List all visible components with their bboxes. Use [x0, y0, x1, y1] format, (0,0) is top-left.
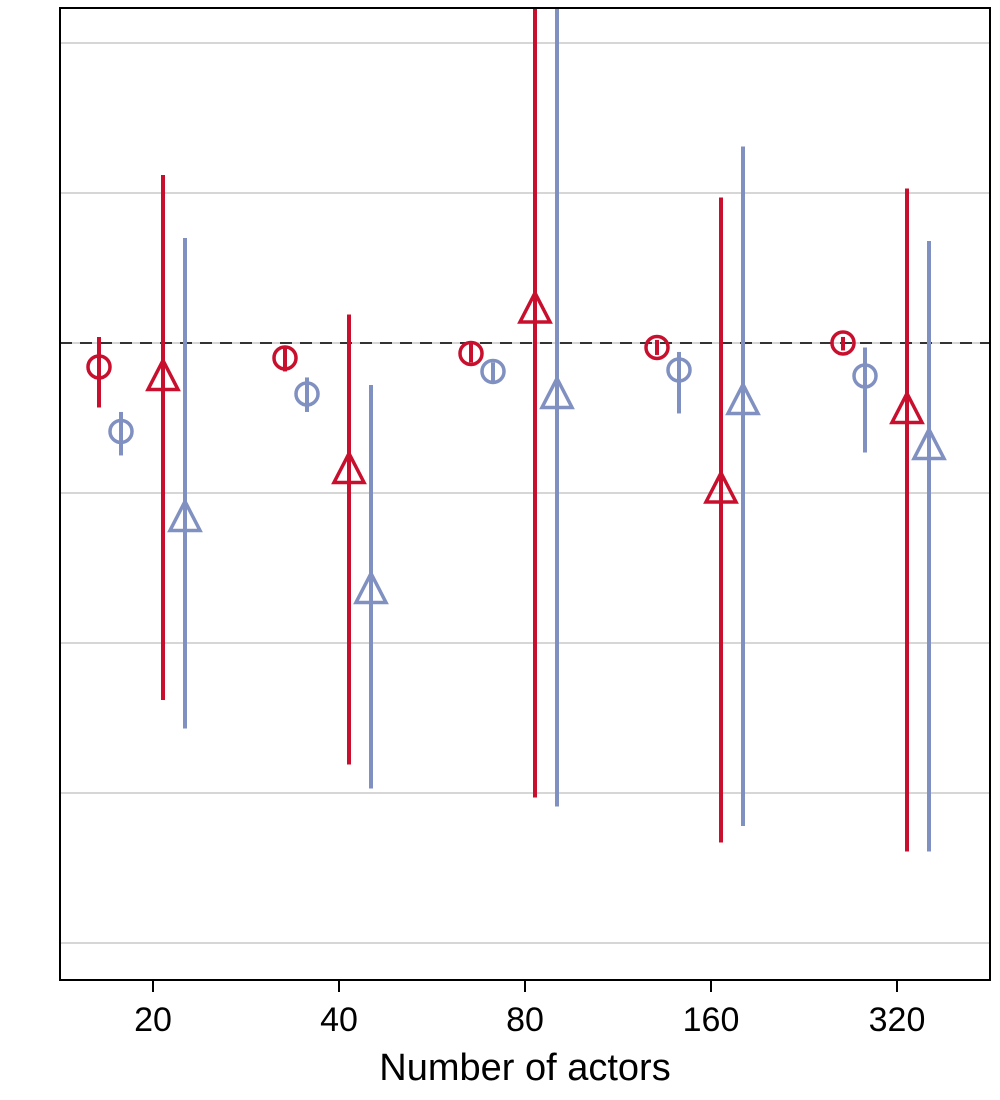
- marker: [852, 363, 878, 389]
- marker: [145, 356, 181, 392]
- marker: [889, 389, 925, 425]
- marker: [539, 374, 575, 410]
- plot-area: [86, 8, 947, 852]
- marker: [272, 345, 298, 371]
- x-tick-label: 80: [506, 1001, 544, 1039]
- marker: [108, 418, 134, 445]
- marker: [517, 289, 553, 324]
- marker: [644, 334, 670, 361]
- x-tick-label: 320: [869, 1001, 926, 1039]
- marker: [480, 358, 506, 385]
- marker: [666, 357, 692, 383]
- x-tick-label: 160: [683, 1001, 740, 1039]
- plot-frame: [59, 7, 991, 981]
- x-tick-label: 20: [134, 1001, 172, 1039]
- marker: [294, 381, 320, 407]
- grid: [60, 42, 990, 944]
- marker: [86, 354, 112, 380]
- marker: [458, 340, 484, 367]
- marker: [725, 380, 761, 416]
- marker: [911, 425, 947, 461]
- marker: [353, 569, 389, 605]
- x-axis-label: Number of actors: [379, 1047, 670, 1089]
- x-tick-label: 40: [320, 1001, 358, 1039]
- marker: [167, 497, 203, 533]
- marker: [331, 449, 367, 485]
- marker: [830, 330, 856, 356]
- marker: [703, 469, 739, 504]
